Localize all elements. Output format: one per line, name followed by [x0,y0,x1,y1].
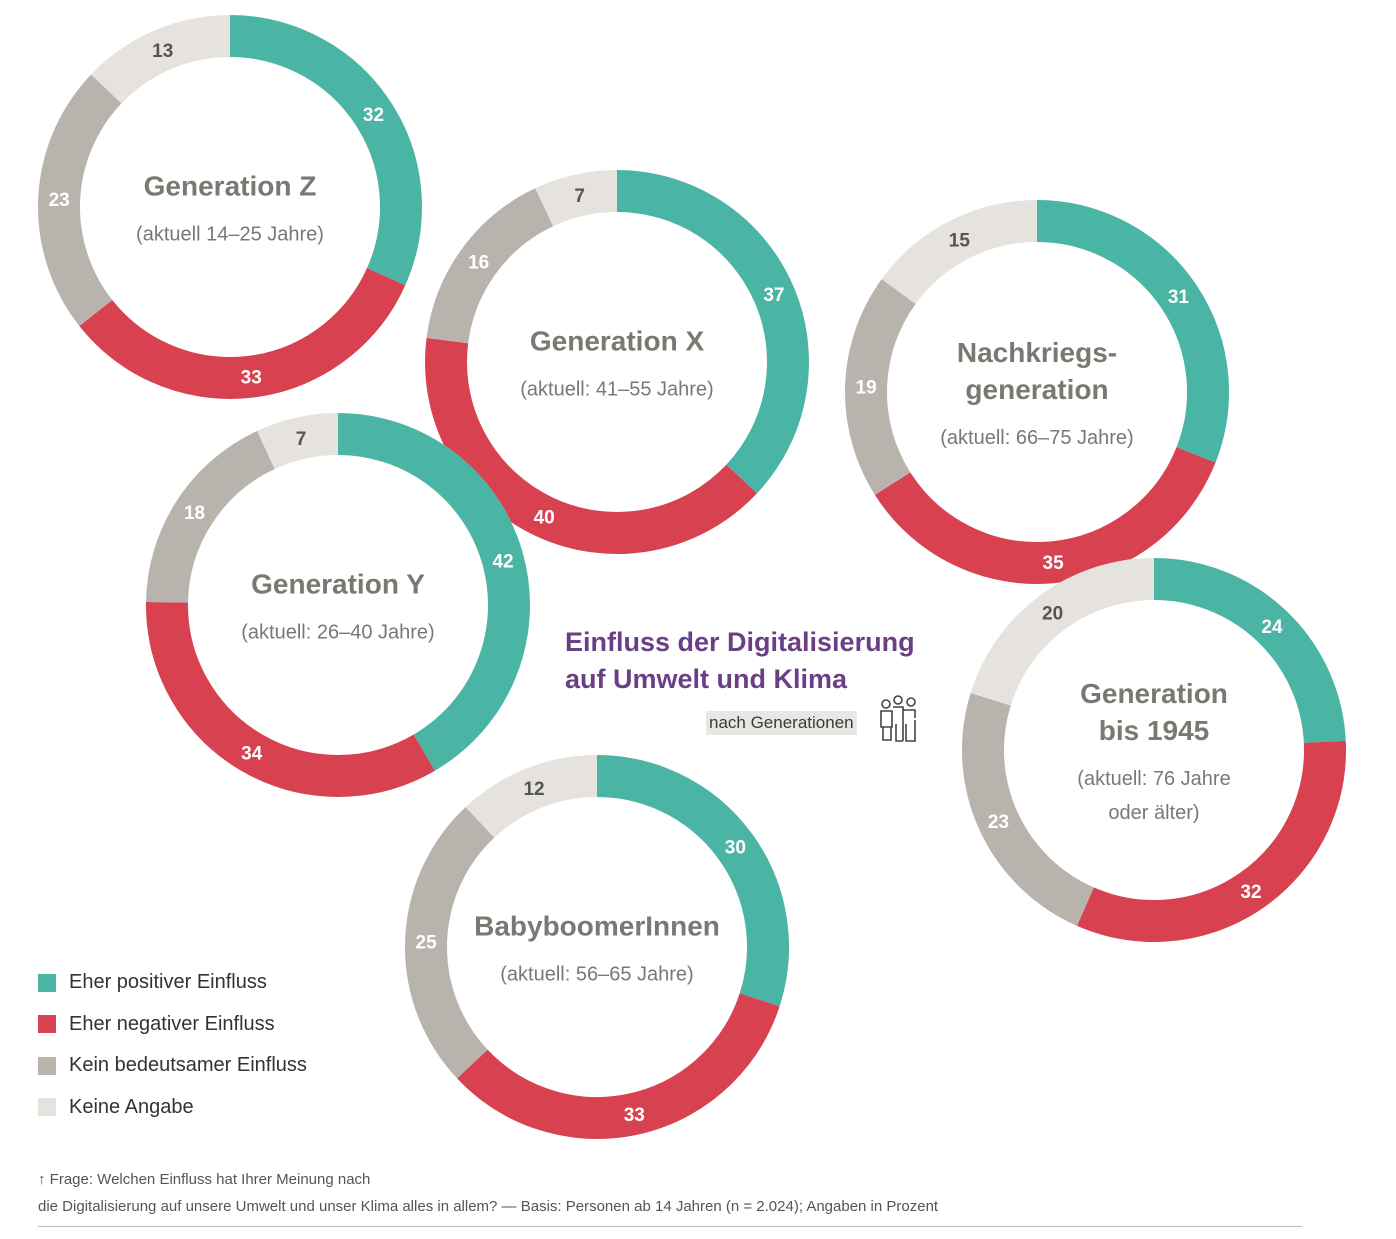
data-label-none: 23 [49,190,70,211]
slice-negative [146,602,435,797]
slice-positive [1153,558,1346,744]
data-label-negative: 34 [241,744,263,765]
data-label-none: 23 [988,812,1009,833]
legend-swatch-negative [38,1015,56,1034]
slice-negative [874,446,1216,584]
slice-na [970,558,1155,706]
data-label-negative: 33 [624,1105,645,1126]
slice-none [962,693,1095,926]
donut-background [962,558,1346,942]
data-label-negative: 35 [1043,553,1065,574]
data-label-positive: 42 [492,551,513,572]
slice-none [405,807,495,1079]
data-label-negative: 40 [534,508,555,529]
title-line-1: Einfluss der Digitalisierung [565,627,915,657]
donut-title: Generation X [530,326,705,357]
slice-negative [1077,740,1346,942]
donut-title: Nachkriegs- [957,337,1117,368]
donut-generation-z: 32 33 23 13 Generation Z (aktuell 14–25 Jahre… [38,15,422,399]
data-label-none: 18 [184,503,205,524]
donut-subtitle: (aktuell: 56–65 Jahre) [500,964,693,986]
legend-item-positive: Eher positiver Einfluss [38,962,307,1004]
donut-title: BabyboomerInnen [474,911,720,942]
donut-background [405,755,789,1139]
slice-negative [79,267,406,399]
data-label-none: 16 [468,252,489,273]
slice-na [465,755,598,839]
chart-subtitle: nach Generationen [706,711,857,735]
donut-background [425,170,809,554]
donut-background [146,413,530,797]
footnote: ↑ Frage: Welchen Einfluss hat Ihrer Mein… [38,1166,938,1220]
data-label-none: 19 [856,378,877,399]
donut-subtitle: (aktuell: 26–40 Jahre) [241,622,434,644]
data-label-positive: 32 [363,105,384,126]
donut-babyboomerinnen: 30 33 25 12 BabyboomerInnen (aktuell: 56–65 J… [405,755,789,1139]
donut-title: bis 1945 [1099,715,1210,746]
donut-subtitle: (aktuell: 76 Jahre [1077,768,1230,790]
legend-label: Eher negativer Einfluss [69,1012,275,1035]
slice-positive [337,413,530,771]
legend-label: Kein bedeutsamer Einfluss [69,1054,307,1077]
data-label-positive: 31 [1168,287,1190,308]
data-label-na: 20 [1042,603,1063,624]
legend-swatch-na [38,1098,56,1117]
legend-swatch-positive [38,973,56,992]
slice-positive [229,15,422,286]
data-label-na: 13 [152,41,173,62]
footnote-line-2: die Digitalisierung auf unsere Umwelt un… [38,1198,939,1215]
data-label-na: 12 [523,779,544,800]
slice-na [535,170,618,227]
donut-generation-x: 37 40 16 7 Generation X (aktuell: 41–55 Jahre… [425,170,809,554]
data-label-negative: 32 [1240,882,1261,903]
donut-subtitle: (aktuell: 66–75 Jahre) [940,427,1133,449]
legend-item-na: Keine Angabe [38,1087,307,1129]
donut-background [38,15,422,399]
slice-none [426,188,554,344]
data-label-positive: 30 [725,837,746,858]
donut-subtitle: oder älter) [1108,802,1199,824]
donut-title: generation [965,374,1108,405]
legend-item-none: Kein bedeutsamer Einfluss [38,1045,307,1087]
slice-none [38,74,122,327]
donut-subtitle: (aktuell: 41–55 Jahre) [520,379,713,401]
legend-label: Eher positiver Einfluss [69,971,267,994]
slice-na [257,413,339,470]
donut-nachkriegsgeneration: 31 35 19 15 Nachkriegs-generation (aktuell: 6… [845,200,1229,584]
legend-label: Keine Angabe [69,1095,194,1118]
slice-positive [596,755,789,1007]
chart-title: Einfluss der Digitalisierung auf Umwelt … [565,624,915,698]
data-label-na: 15 [949,231,971,252]
data-label-positive: 37 [763,285,784,306]
slice-none [845,279,916,495]
data-label-negative: 33 [241,368,262,389]
donut-generation-y: 42 34 18 7 Generation Y (aktuell: 26–40 Jahre… [146,413,530,797]
data-label-none: 25 [416,933,438,954]
slice-na [881,200,1038,305]
title-line-2: auf Umwelt und Klima [565,664,848,694]
donut-title: Generation [1080,678,1228,709]
donut-background [845,200,1229,584]
legend-item-negative: Eher negativer Einfluss [38,1004,307,1046]
slice-none [146,430,276,604]
slice-positive [616,170,809,494]
slice-negative [457,993,780,1139]
slice-na [91,15,231,104]
donut-subtitle: (aktuell 14–25 Jahre) [136,224,324,246]
slice-negative [425,337,757,554]
donut-title: Generation Y [251,569,425,600]
data-label-positive: 24 [1261,617,1283,638]
slice-positive [1036,200,1229,463]
data-label-na: 7 [574,186,585,207]
divider [38,1226,1302,1227]
legend: Eher positiver Einfluss Eher negativer E… [38,962,307,1128]
footnote-line-1: ↑ Frage: Welchen Einfluss hat Ihrer Mein… [38,1171,371,1188]
donut-generation-bis-1945: 24 32 23 20 Generation bis 1945 (aktuell: 76 J… [962,558,1346,942]
data-label-na: 7 [296,429,307,450]
donut-title: Generation Z [144,171,317,202]
legend-swatch-none [38,1056,56,1075]
people-generations-icon [880,695,916,742]
